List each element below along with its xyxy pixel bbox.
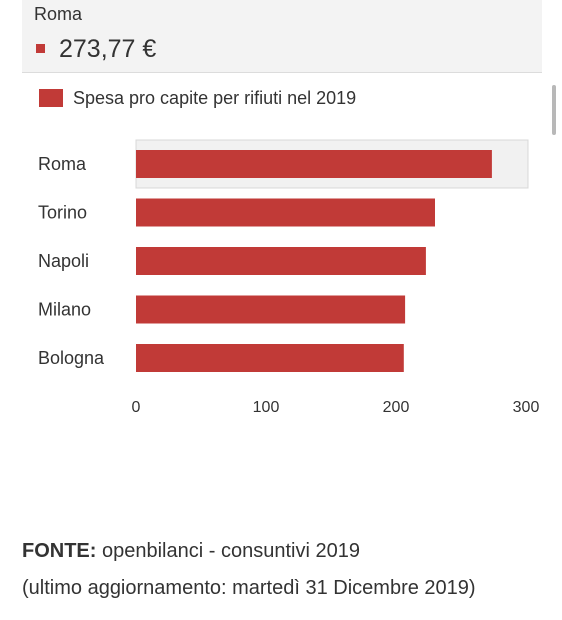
- tooltip-category: Roma: [34, 4, 83, 24]
- tooltip: Roma 273,77 €: [22, 0, 542, 73]
- source-text: openbilanci - consuntivi 2019: [102, 540, 360, 562]
- bar[interactable]: [136, 247, 426, 275]
- x-tick-label: 300: [513, 399, 540, 416]
- x-tick-label: 0: [132, 399, 141, 416]
- legend-swatch[interactable]: [39, 89, 63, 107]
- x-tick-label: 100: [253, 399, 280, 416]
- tooltip-series-marker: [36, 44, 45, 53]
- bar[interactable]: [136, 295, 406, 324]
- category-label: Napoli: [38, 251, 89, 271]
- bar-chart: Roma Torino Napoli Milano Bologna 0 100 200 300: [38, 139, 540, 416]
- bar[interactable]: [136, 198, 435, 227]
- source-line: FONTE: openbilanci - consuntivi 2019: [22, 540, 360, 563]
- scrollbar[interactable]: [552, 85, 556, 135]
- source-label: FONTE:: [22, 540, 97, 562]
- update-note: (ultimo aggiornamento: martedì 31 Dicemb…: [22, 577, 476, 599]
- legend-label[interactable]: Spesa pro capite per rifiuti nel 2019: [73, 88, 357, 108]
- bar[interactable]: [136, 344, 404, 372]
- category-label: Torino: [38, 203, 87, 223]
- category-label: Roma: [38, 154, 87, 174]
- x-tick-label: 200: [383, 399, 410, 416]
- tooltip-value: 273,77 €: [59, 35, 157, 63]
- category-label: Milano: [38, 300, 91, 320]
- category-label: Bologna: [38, 348, 105, 368]
- bar[interactable]: [136, 150, 492, 178]
